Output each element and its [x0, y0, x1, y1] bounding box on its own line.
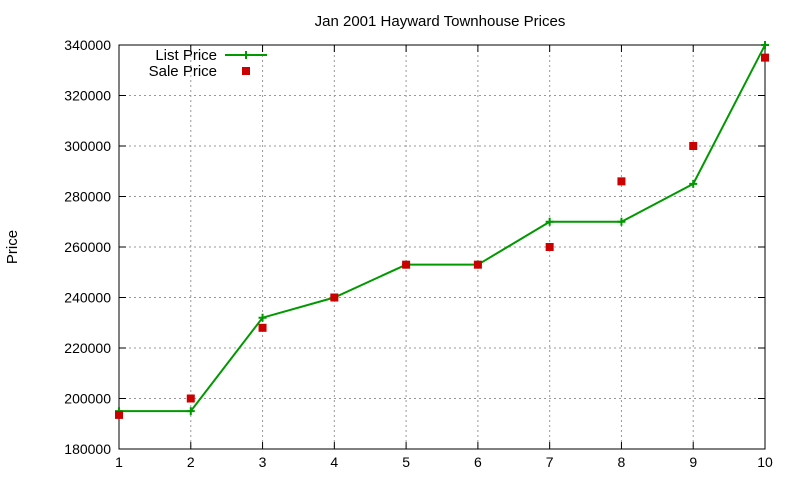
data-point: [258, 313, 267, 322]
x-tick-label: 5: [402, 454, 410, 470]
series-layer: [115, 41, 769, 419]
chart-title: Jan 2001 Hayward Townhouse Prices: [315, 13, 566, 30]
data-point: [617, 217, 626, 226]
data-point: [115, 410, 123, 419]
x-tick-label: 8: [618, 454, 626, 470]
y-tick-label: 260000: [64, 239, 111, 255]
x-tick-label: 3: [259, 454, 267, 470]
y-tick-label: 320000: [64, 88, 111, 104]
x-tick-label: 9: [689, 454, 697, 470]
y-tick-label: 340000: [64, 37, 111, 53]
data-point: [402, 260, 411, 269]
legend-marker: [242, 67, 250, 75]
y-tick-label: 280000: [64, 189, 111, 205]
y-axis-label: Price: [4, 230, 21, 264]
y-tick-label: 220000: [64, 340, 111, 356]
data-point: [689, 179, 698, 188]
data-point: [186, 407, 195, 416]
data-point: [689, 142, 698, 150]
data-point: [186, 394, 195, 403]
legend-marker: [242, 51, 250, 59]
y-tick-label: 180000: [64, 441, 111, 457]
data-point: [761, 41, 769, 49]
legend-label: Sale Price: [149, 63, 217, 80]
legend-label: List Price: [155, 47, 217, 64]
data-point: [258, 323, 267, 332]
x-tick-label: 7: [546, 454, 554, 470]
x-tick-label: 4: [330, 454, 338, 470]
x-tick-label: 2: [187, 454, 195, 470]
series-1: [115, 53, 769, 419]
grid: [119, 45, 765, 449]
data-point: [761, 53, 769, 62]
y-tick-label: 200000: [64, 391, 111, 407]
plot-frame: [118, 44, 766, 450]
data-point: [330, 293, 339, 302]
data-point: [545, 243, 554, 251]
data-point: [617, 177, 626, 186]
x-tick-label: 6: [474, 454, 482, 470]
x-tick-label: 1: [115, 454, 123, 470]
data-point: [473, 260, 482, 269]
axis-ticks: 180000 200000 220000 240000 260000 280000 3000…: [64, 37, 773, 470]
x-tick-label: 10: [757, 454, 773, 470]
data-point: [545, 217, 554, 226]
series-line: [119, 44, 766, 413]
series-0: [115, 41, 769, 416]
y-tick-label: 300000: [64, 138, 111, 154]
y-tick-label: 240000: [64, 290, 111, 306]
